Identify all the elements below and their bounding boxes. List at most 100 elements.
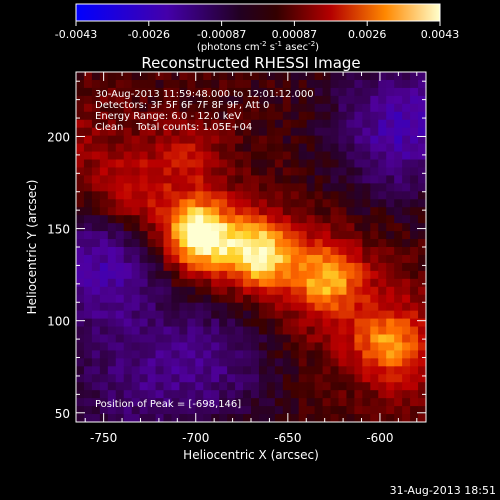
heatmap-pixel bbox=[251, 406, 260, 415]
heatmap-pixel bbox=[410, 111, 419, 121]
heatmap-pixel bbox=[274, 302, 284, 312]
heatmap-pixel bbox=[346, 374, 355, 383]
heatmap-pixel bbox=[251, 183, 260, 192]
heatmap-pixel bbox=[274, 231, 284, 240]
heatmap-pixel bbox=[83, 127, 93, 137]
heatmap-pixel bbox=[179, 382, 188, 391]
heatmap-pixel bbox=[171, 254, 180, 264]
heatmap-pixel bbox=[107, 414, 117, 422]
heatmap-pixel bbox=[394, 223, 403, 232]
heatmap-pixel bbox=[76, 151, 85, 161]
heatmap-pixel bbox=[115, 191, 125, 200]
heatmap-pixel bbox=[266, 159, 276, 169]
heatmap-pixel bbox=[211, 183, 220, 192]
heatmap-pixel bbox=[290, 318, 300, 328]
heatmap-pixel bbox=[235, 143, 244, 153]
heatmap-pixel bbox=[258, 175, 268, 184]
heatmap-pixel bbox=[251, 127, 260, 137]
heatmap-pixel bbox=[147, 111, 157, 121]
heatmap-pixel bbox=[306, 111, 316, 121]
heatmap-pixel bbox=[266, 414, 276, 422]
heatmap-pixel bbox=[338, 175, 348, 184]
heatmap-pixel bbox=[155, 79, 165, 89]
heatmap-pixel bbox=[306, 278, 316, 288]
heatmap-pixel bbox=[410, 191, 419, 200]
heatmap-pixel bbox=[147, 286, 157, 296]
heatmap-pixel bbox=[354, 127, 363, 137]
heatmap-pixel bbox=[83, 334, 93, 344]
heatmap-pixel bbox=[163, 87, 173, 97]
heatmap-pixel bbox=[370, 239, 379, 248]
heatmap-pixel bbox=[410, 294, 419, 304]
heatmap-pixel bbox=[235, 87, 244, 97]
heatmap-pixel bbox=[266, 95, 276, 105]
heatmap-pixel bbox=[107, 127, 117, 137]
heatmap-pixel bbox=[76, 326, 85, 336]
heatmap-pixel bbox=[346, 406, 355, 415]
heatmap-pixel bbox=[211, 127, 220, 137]
heatmap-pixel bbox=[298, 254, 308, 264]
heatmap-pixel bbox=[99, 262, 109, 272]
heatmap-pixel bbox=[91, 143, 101, 153]
heatmap-pixel bbox=[378, 215, 387, 224]
heatmap-pixel bbox=[298, 119, 308, 129]
heatmap-pixel bbox=[418, 318, 426, 328]
heatmap-pixel bbox=[123, 286, 133, 296]
heatmap-pixel bbox=[266, 342, 276, 351]
heatmap-pixel bbox=[219, 318, 228, 328]
heatmap-pixel bbox=[354, 191, 363, 200]
heatmap-pixel bbox=[386, 103, 395, 113]
heatmap-pixel bbox=[219, 334, 228, 344]
heatmap-pixel bbox=[402, 382, 411, 391]
heatmap-pixel bbox=[282, 175, 292, 184]
heatmap-pixel bbox=[251, 87, 260, 97]
heatmap-pixel bbox=[187, 262, 196, 272]
heatmap-pixel bbox=[394, 215, 403, 224]
heatmap-pixel bbox=[298, 414, 308, 422]
heatmap-pixel bbox=[402, 215, 411, 224]
heatmap-pixel bbox=[99, 231, 109, 240]
heatmap-pixel bbox=[258, 183, 268, 192]
heatmap-pixel bbox=[362, 231, 371, 240]
heatmap-pixel bbox=[290, 294, 300, 304]
heatmap-pixel bbox=[394, 294, 403, 304]
heatmap-pixel bbox=[282, 199, 292, 208]
heatmap-pixel bbox=[418, 262, 426, 272]
heatmap-pixel bbox=[155, 151, 165, 161]
heatmap-pixel bbox=[258, 127, 268, 137]
heatmap-pixel bbox=[76, 270, 85, 280]
heatmap-pixel bbox=[115, 414, 125, 422]
heatmap-pixel bbox=[195, 175, 204, 184]
heatmap-pixel bbox=[123, 199, 133, 208]
heatmap-pixel bbox=[211, 231, 220, 240]
heatmap-pixel bbox=[163, 191, 173, 200]
heatmap-pixel bbox=[362, 302, 371, 312]
heatmap-pixel bbox=[171, 119, 180, 129]
heatmap-pixel bbox=[274, 318, 284, 328]
heatmap-pixel bbox=[235, 111, 244, 121]
heatmap-pixel bbox=[203, 87, 212, 97]
heatmap-pixel bbox=[354, 103, 363, 113]
heatmap-pixel bbox=[370, 175, 379, 184]
heatmap-pixel bbox=[76, 87, 85, 97]
heatmap-pixel bbox=[76, 175, 85, 184]
heatmap-pixel bbox=[219, 111, 228, 121]
heatmap-pixel bbox=[195, 199, 204, 208]
heatmap-pixel bbox=[83, 254, 93, 264]
heatmap-pixel bbox=[115, 270, 125, 280]
heatmap-pixel bbox=[147, 143, 157, 153]
heatmap-pixel bbox=[163, 143, 173, 153]
heatmap-pixel bbox=[139, 119, 149, 129]
heatmap-pixel bbox=[211, 334, 220, 344]
heatmap-pixel bbox=[322, 247, 332, 256]
annotation-time-range: 30-Aug-2013 11:59:48.000 to 12:01:12.000 bbox=[95, 89, 314, 100]
heatmap-pixel bbox=[378, 119, 387, 129]
heatmap-pixel bbox=[83, 151, 93, 161]
heatmap-pixel bbox=[99, 151, 109, 161]
heatmap-pixel bbox=[115, 310, 125, 320]
heatmap-pixel bbox=[99, 334, 109, 344]
heatmap-pixel bbox=[290, 390, 300, 399]
heatmap-pixel bbox=[370, 382, 379, 391]
heatmap-pixel bbox=[370, 358, 379, 367]
heatmap-pixel bbox=[99, 398, 109, 407]
